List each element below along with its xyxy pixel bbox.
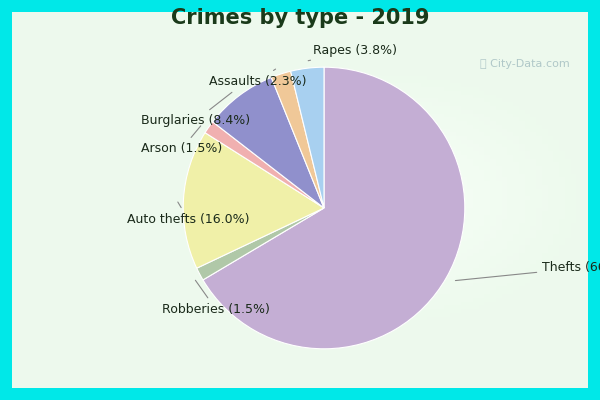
Wedge shape (290, 67, 324, 208)
Text: ⓘ City-Data.com: ⓘ City-Data.com (480, 59, 570, 69)
Wedge shape (197, 208, 324, 280)
Text: Thefts (66.4%): Thefts (66.4%) (455, 261, 600, 280)
Wedge shape (271, 71, 324, 208)
Wedge shape (205, 122, 324, 208)
Wedge shape (212, 78, 324, 208)
Wedge shape (203, 67, 465, 349)
Text: Arson (1.5%): Arson (1.5%) (141, 126, 222, 155)
Text: Auto thefts (16.0%): Auto thefts (16.0%) (127, 202, 250, 226)
Text: Assaults (2.3%): Assaults (2.3%) (209, 69, 306, 88)
Text: Burglaries (8.4%): Burglaries (8.4%) (141, 92, 250, 127)
Text: Robberies (1.5%): Robberies (1.5%) (162, 280, 270, 316)
Wedge shape (183, 133, 324, 268)
Text: Crimes by type - 2019: Crimes by type - 2019 (171, 8, 429, 28)
Text: Rapes (3.8%): Rapes (3.8%) (308, 44, 397, 61)
